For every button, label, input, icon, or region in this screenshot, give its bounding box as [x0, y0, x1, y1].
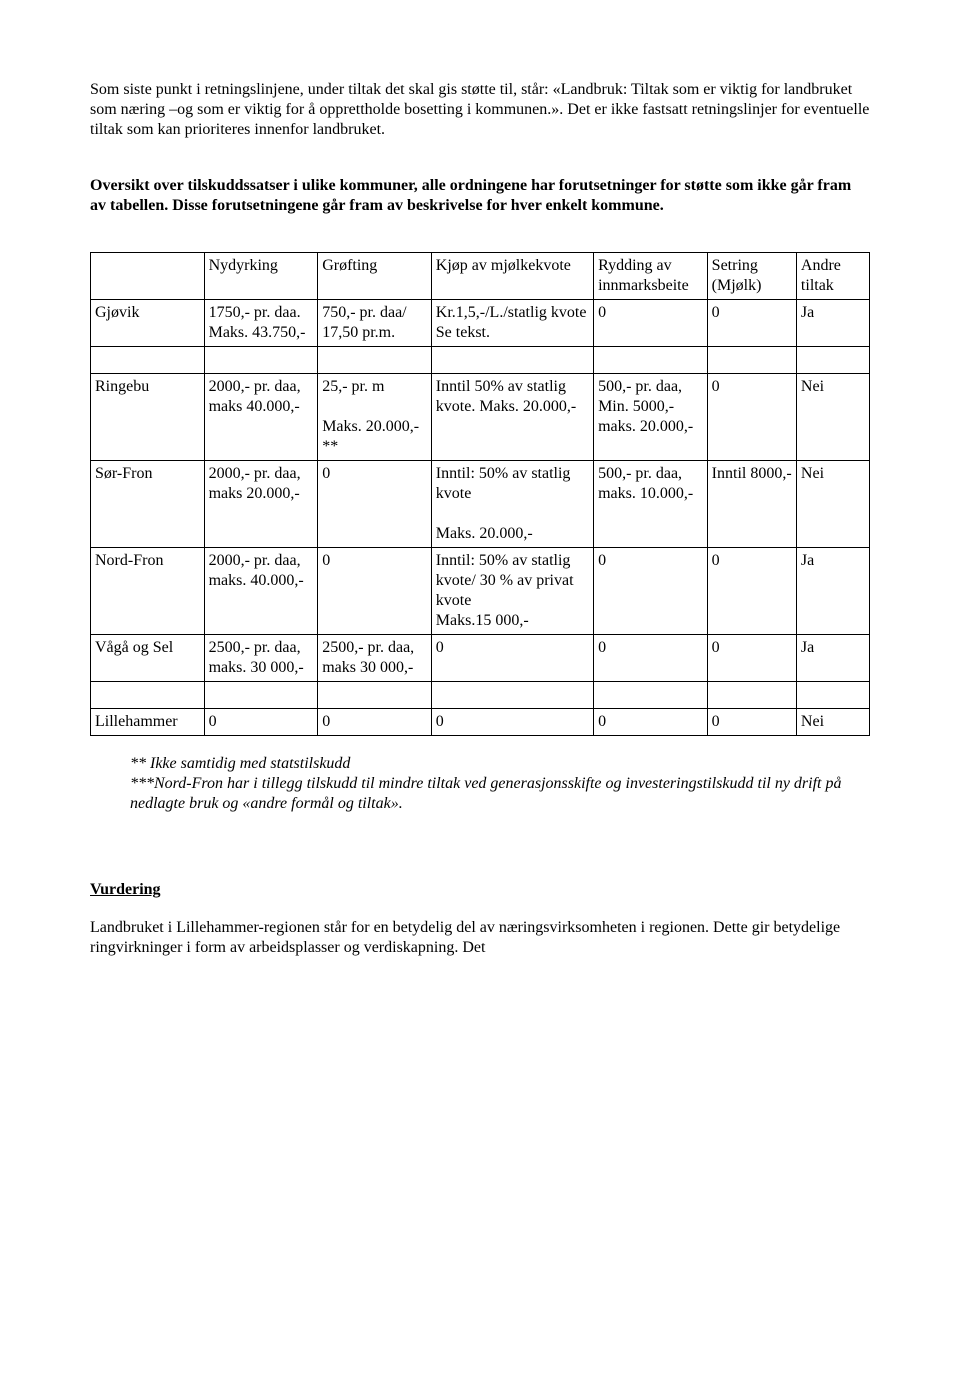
table-cell: 2000,- pr. daa, maks 20.000,- [204, 461, 318, 548]
table-cell: Vågå og Sel [91, 635, 205, 682]
table-spacer-cell [431, 347, 593, 374]
table-cell: 0 [707, 300, 796, 347]
table-cell: 0 [318, 548, 432, 635]
footnote-1: ** Ikke samtidig med statstilskudd [130, 754, 870, 774]
table-cell: 25,- pr. mMaks. 20.000,-** [318, 374, 432, 461]
table-spacer-cell [204, 347, 318, 374]
table-cell: Ja [796, 635, 869, 682]
table-spacer-cell [707, 347, 796, 374]
table-cell: 0 [431, 635, 593, 682]
table-cell: 0 [594, 635, 708, 682]
paragraph-vurdering: Landbruket i Lillehammer-regionen står f… [90, 918, 870, 958]
table-spacer-row [91, 682, 870, 709]
table-row: Ringebu2000,- pr. daa, maks 40.000,-25,-… [91, 374, 870, 461]
table-cell: Ringebu [91, 374, 205, 461]
table-header-cell: Grøfting [318, 253, 432, 300]
table-cell: 0 [707, 709, 796, 736]
table-cell: Nei [796, 461, 869, 548]
table-cell: 500,- pr. daa,Min. 5000,- maks. 20.000,- [594, 374, 708, 461]
table-cell: Gjøvik [91, 300, 205, 347]
table-spacer-cell [707, 682, 796, 709]
table-cell: 0 [594, 548, 708, 635]
table-spacer-cell [796, 682, 869, 709]
table-cell: Inntil: 50% av statlig kvoteMaks. 20.000… [431, 461, 593, 548]
table-cell: 0 [707, 635, 796, 682]
paragraph-overview: Oversikt over tilskuddssatser i ulike ko… [90, 176, 870, 216]
table-cell: 2500,- pr. daa, maks. 30 000,- [204, 635, 318, 682]
table-header-cell: Kjøp av mjølkekvote [431, 253, 593, 300]
table-header-cell: Rydding av innmarksbeite [594, 253, 708, 300]
footnotes: ** Ikke samtidig med statstilskudd ***No… [90, 754, 870, 814]
table-cell: Inntil 50% av statlig kvote. Maks. 20.00… [431, 374, 593, 461]
table-cell: Sør-Fron [91, 461, 205, 548]
table-cell: Nei [796, 709, 869, 736]
vurdering-heading: Vurdering [90, 880, 870, 900]
table-cell: 0 [594, 300, 708, 347]
footnote-2: ***Nord-Fron har i tillegg tilskudd til … [130, 774, 870, 814]
table-cell: 2000,- pr. daa, maks. 40.000,- [204, 548, 318, 635]
table-spacer-cell [431, 682, 593, 709]
table-cell: 0 [431, 709, 593, 736]
table-spacer-cell [796, 347, 869, 374]
table-cell: Kr.1,5,-/L./statlig kvote Se tekst. [431, 300, 593, 347]
table-spacer-cell [318, 682, 432, 709]
table-cell: 0 [204, 709, 318, 736]
table-row: Vågå og Sel2500,- pr. daa, maks. 30 000,… [91, 635, 870, 682]
table-cell: 750,- pr. daa/ 17,50 pr.m. [318, 300, 432, 347]
table-cell: Inntil: 50% av statlig kvote/ 30 % av pr… [431, 548, 593, 635]
table-spacer-cell [91, 682, 205, 709]
table-header-cell [91, 253, 205, 300]
table-row: Nord-Fron2000,- pr. daa, maks. 40.000,-0… [91, 548, 870, 635]
table-spacer-cell [91, 347, 205, 374]
table-cell: 0 [318, 709, 432, 736]
table-cell: 0 [318, 461, 432, 548]
table-cell: Ja [796, 300, 869, 347]
table-spacer-row [91, 347, 870, 374]
table-row: Sør-Fron2000,- pr. daa, maks 20.000,-0In… [91, 461, 870, 548]
table-cell: Ja [796, 548, 869, 635]
table-row: Gjøvik1750,- pr. daa. Maks. 43.750,-750,… [91, 300, 870, 347]
paragraph-intro: Som siste punkt i retningslinjene, under… [90, 80, 870, 140]
table-header-cell: Nydyrking [204, 253, 318, 300]
table-spacer-cell [204, 682, 318, 709]
table-cell: 2000,- pr. daa, maks 40.000,- [204, 374, 318, 461]
table-cell: 2500,- pr. daa, maks 30 000,- [318, 635, 432, 682]
table-cell: Lillehammer [91, 709, 205, 736]
table-cell: Nei [796, 374, 869, 461]
table-spacer-cell [594, 682, 708, 709]
table-cell: 0 [707, 548, 796, 635]
table-cell: Nord-Fron [91, 548, 205, 635]
table-cell: Inntil 8000,- [707, 461, 796, 548]
table-header-cell: Andre tiltak [796, 253, 869, 300]
table-cell: 1750,- pr. daa. Maks. 43.750,- [204, 300, 318, 347]
table-cell: 0 [707, 374, 796, 461]
table-cell: 500,- pr. daa, maks. 10.000,- [594, 461, 708, 548]
table-cell: 0 [594, 709, 708, 736]
subsidy-table: NydyrkingGrøftingKjøp av mjølkekvoteRydd… [90, 252, 870, 736]
table-spacer-cell [594, 347, 708, 374]
table-spacer-cell [318, 347, 432, 374]
table-header-cell: Setring (Mjølk) [707, 253, 796, 300]
table-row: Lillehammer00000Nei [91, 709, 870, 736]
